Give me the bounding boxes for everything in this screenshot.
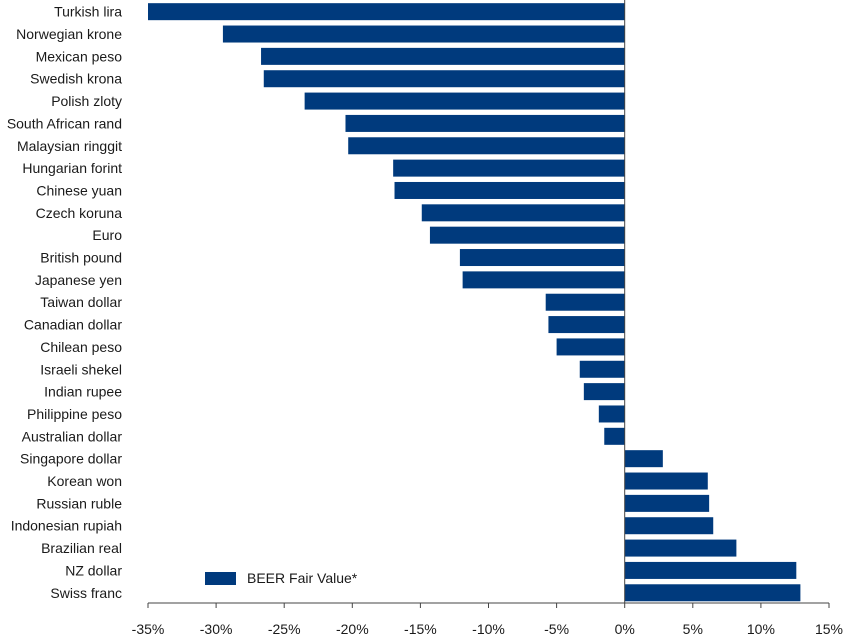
x-tick-label: 0%	[615, 621, 635, 637]
bar-euro	[429, 226, 625, 244]
x-tick-label: 10%	[747, 621, 775, 637]
bar-nz-dollar	[624, 561, 797, 579]
bar-norwegian-krone	[222, 25, 625, 43]
category-label: Chinese yuan	[36, 182, 122, 198]
bar-australian-dollar	[604, 427, 625, 445]
category-label: Czech koruna	[36, 205, 123, 221]
category-label: Korean won	[47, 473, 122, 489]
bar-indonesian-rupiah	[624, 517, 714, 535]
category-label: Hungarian forint	[22, 160, 122, 176]
category-label: Norwegian krone	[16, 26, 122, 42]
bar-polish-zloty	[304, 92, 625, 110]
category-label: Swiss franc	[50, 585, 122, 601]
x-tick-label: -15%	[404, 621, 437, 637]
category-label: Philippine peso	[27, 406, 122, 422]
bar-japanese-yen	[462, 271, 625, 289]
x-tick-label: 15%	[815, 621, 843, 637]
bar-south-african-rand	[345, 114, 625, 132]
bar-canadian-dollar	[548, 316, 625, 334]
x-tick-label: 5%	[683, 621, 703, 637]
x-tick-label: -20%	[336, 621, 369, 637]
legend: BEER Fair Value*	[205, 570, 358, 586]
bar-israeli-shekel	[579, 360, 625, 378]
category-label: Israeli shekel	[40, 361, 122, 377]
bar-mexican-peso	[261, 47, 625, 65]
x-tick-label: -35%	[132, 621, 165, 637]
category-label: Singapore dollar	[20, 451, 122, 467]
bar-czech-koruna	[421, 204, 625, 222]
bar-taiwan-dollar	[545, 293, 625, 311]
bar-turkish-lira	[148, 3, 625, 21]
bar-hungarian-forint	[393, 159, 625, 177]
bar-korean-won	[624, 472, 708, 490]
category-label: British pound	[40, 250, 122, 266]
category-label: Japanese yen	[35, 272, 122, 288]
bar-singapore-dollar	[624, 450, 663, 468]
x-tick-label: -5%	[544, 621, 569, 637]
category-label: Russian ruble	[36, 495, 122, 511]
category-label: South African rand	[7, 115, 122, 131]
category-label: Mexican peso	[36, 48, 123, 64]
category-label: Euro	[92, 227, 122, 243]
bar-brazilian-real	[624, 539, 737, 557]
category-label: Malaysian ringgit	[17, 138, 122, 154]
category-label: Chilean peso	[40, 339, 122, 355]
x-tick-label: -25%	[268, 621, 301, 637]
bar-malaysian-ringgit	[348, 137, 625, 155]
x-axis-ticks: -35% -30% -25% -20% -15% -10% -5% 0% 5% 10% 15%	[132, 603, 843, 637]
bar-swedish-krona	[263, 70, 625, 88]
legend-label: BEER Fair Value*	[247, 570, 358, 586]
bar-indian-rupee	[583, 383, 625, 401]
category-label: Polish zloty	[51, 93, 122, 109]
category-label: Australian dollar	[22, 428, 123, 444]
x-tick-label: -30%	[200, 621, 233, 637]
category-label: NZ dollar	[65, 562, 122, 578]
category-label: Canadian dollar	[24, 317, 122, 333]
bar-british-pound	[459, 249, 625, 267]
x-tick-label: -10%	[472, 621, 505, 637]
category-label: Taiwan dollar	[40, 294, 122, 310]
category-label: Brazilian real	[41, 540, 122, 556]
legend-swatch	[205, 572, 236, 585]
category-label: Indonesian rupiah	[11, 518, 122, 534]
bar-chinese-yuan	[394, 181, 625, 199]
bar-chilean-peso	[556, 338, 625, 356]
category-label: Indian rupee	[44, 384, 122, 400]
bar-philippine-peso	[598, 405, 625, 423]
category-labels: Turkish lira Norwegian krone Mexican peso S…	[7, 4, 123, 601]
bar-russian-ruble	[624, 494, 710, 512]
category-label: Turkish lira	[54, 4, 122, 20]
bar-swiss-franc	[624, 584, 801, 602]
bars-group	[148, 3, 801, 602]
category-label: Swedish krona	[30, 71, 122, 87]
